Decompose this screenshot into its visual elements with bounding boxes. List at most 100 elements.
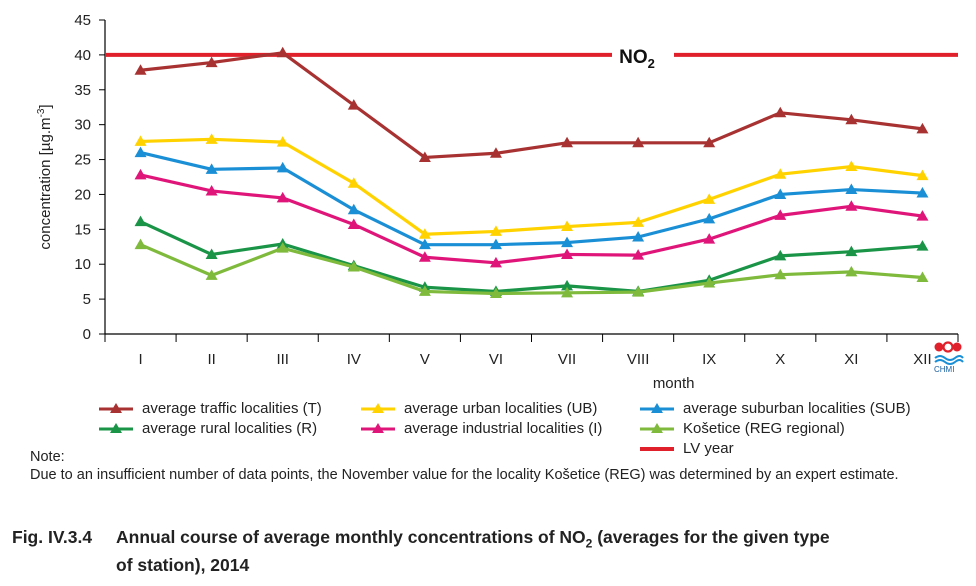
data-point [703, 136, 716, 148]
data-point [347, 99, 360, 110]
data-point [561, 286, 574, 298]
x-tick-label: VIII [627, 351, 650, 368]
data-point [774, 168, 787, 179]
data-point [489, 256, 502, 268]
y-tick-label: 5 [83, 291, 91, 308]
legend-label: average rural localities (R) [142, 420, 318, 437]
x-tick-label: V [420, 351, 430, 368]
data-point [205, 184, 218, 196]
data-point [632, 249, 645, 260]
data-point [205, 163, 218, 174]
x-tick-label: III [276, 351, 289, 368]
legend-label: average suburban localities (SUB) [683, 400, 911, 417]
series-line [139, 220, 923, 294]
y-axis-title: concentration [µg.m-3] [36, 104, 54, 249]
data-point [561, 220, 574, 232]
data-point [845, 160, 858, 172]
data-point [774, 188, 787, 199]
legend-label: average industrial localities (I) [404, 420, 603, 437]
data-point [418, 251, 431, 262]
data-point [561, 279, 574, 291]
data-point [916, 169, 929, 181]
data-point [205, 269, 218, 280]
data-point [916, 210, 929, 221]
data-point [134, 168, 147, 180]
chmi-logo-text: CHMI [934, 365, 955, 374]
data-point [276, 136, 289, 147]
data-point [632, 231, 645, 242]
data-point [276, 191, 289, 203]
y-tick-label: 35 [74, 82, 91, 99]
data-point [418, 238, 431, 250]
legend-item: Košetice (REG regional) [639, 420, 845, 437]
data-point [489, 225, 502, 236]
data-point [489, 287, 502, 299]
caption-line-2: of station), 2014 [116, 554, 250, 575]
caption-text-a: Annual course of average monthly concent… [116, 527, 586, 547]
data-point [845, 245, 858, 257]
data-point [489, 147, 502, 158]
data-point [134, 238, 147, 250]
data-point [347, 177, 360, 188]
x-axis-title: month [653, 375, 695, 392]
data-point [276, 242, 289, 253]
data-point [205, 248, 218, 259]
y-tick-label: 10 [74, 256, 91, 273]
data-point [489, 238, 502, 250]
x-tick-label: XI [844, 351, 858, 368]
data-point [916, 271, 929, 282]
series-line [140, 137, 923, 236]
legend-swatch [640, 446, 674, 451]
data-point [774, 268, 787, 280]
x-tick-label: XII [913, 351, 931, 368]
data-point [347, 261, 360, 272]
data-point [703, 193, 716, 204]
x-tick-label: IX [702, 351, 716, 368]
data-point [774, 106, 787, 118]
legend-label: average traffic localities (T) [142, 400, 322, 417]
legend-label: Košetice (REG regional) [683, 420, 845, 437]
data-point [632, 216, 645, 227]
legend-swatch [361, 422, 395, 433]
legend-item: average industrial localities (I) [360, 420, 602, 437]
legend-label: average urban localities (UB) [404, 400, 598, 417]
data-point [418, 285, 431, 296]
series-line [140, 151, 923, 247]
data-point [845, 113, 858, 125]
series-line [139, 243, 923, 296]
legend-item: average suburban localities (SUB) [639, 400, 911, 417]
figure-caption: Fig. IV.3.4 Annual course of average mont… [12, 527, 962, 576]
data-point [418, 151, 431, 162]
y-tick-label: 15 [74, 221, 91, 238]
limit-line-label: NO2 [619, 47, 655, 71]
y-tick-label: 25 [74, 152, 91, 169]
data-point [632, 286, 645, 297]
data-point [774, 249, 787, 261]
data-point [916, 240, 929, 251]
legend-item: average rural localities (R) [98, 420, 317, 437]
legend-label: LV year [683, 440, 734, 457]
x-tick-label: IV [347, 351, 361, 368]
chmi-logo: CHMI [932, 341, 964, 377]
legend-swatch [99, 422, 133, 433]
legend-item: average urban localities (UB) [360, 400, 597, 417]
caption-subscript: 2 [585, 536, 593, 551]
y-tick-label: 40 [74, 47, 91, 64]
caption-number: Fig. IV.3.4 [12, 527, 93, 547]
data-point [916, 122, 929, 134]
x-tick-label: VI [489, 351, 503, 368]
data-point [774, 209, 787, 220]
data-point [205, 133, 218, 144]
data-point [134, 215, 147, 227]
legend-swatch [640, 422, 674, 433]
data-point [205, 56, 218, 68]
data-point [276, 161, 289, 173]
data-point [845, 200, 858, 211]
caption-text-b: (averages for the given type [592, 527, 830, 547]
legend-swatch [99, 402, 133, 413]
data-point [134, 64, 147, 75]
x-tick-label: I [138, 351, 142, 368]
legend-item: average traffic localities (T) [98, 400, 322, 417]
legend-swatch [361, 402, 395, 413]
